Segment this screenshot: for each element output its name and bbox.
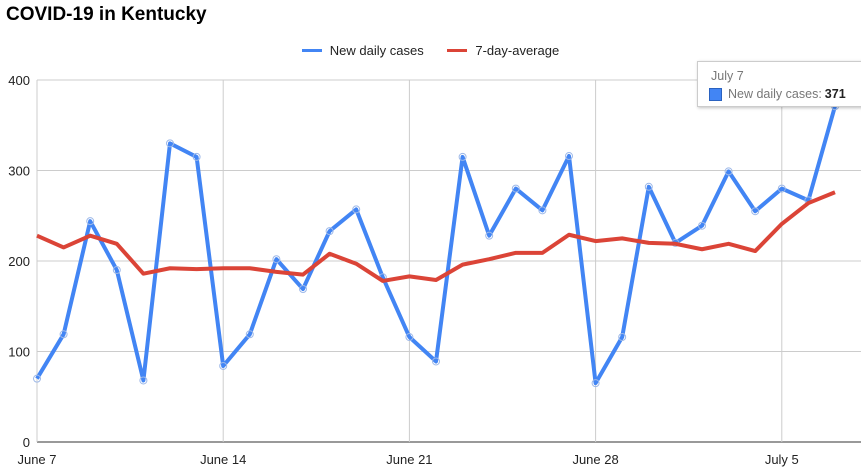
data-point: [245, 330, 254, 339]
data-point: [724, 167, 733, 176]
data-point: [777, 184, 786, 193]
data-point: [698, 221, 706, 230]
data-point: [299, 285, 307, 294]
x-tick-label: June 14: [200, 452, 246, 467]
data-point: [644, 182, 653, 191]
data-point: [405, 333, 414, 342]
y-tick-label: 300: [8, 164, 30, 179]
y-tick-label: 400: [8, 73, 30, 88]
tooltip-value: 371: [824, 87, 846, 101]
legend-label: 7-day-average: [475, 43, 560, 58]
data-point: [219, 361, 228, 370]
new-cases-line: [35, 105, 837, 386]
data-point: [458, 152, 467, 161]
data-point: [432, 357, 440, 366]
y-tick-label: 100: [8, 345, 30, 360]
x-tick-label: July 5: [765, 452, 799, 467]
tooltip-swatch: [709, 87, 722, 101]
data-point: [485, 231, 494, 240]
data-point: [565, 152, 573, 161]
legend-swatch: [447, 49, 468, 52]
tooltip-date: July 7: [711, 69, 744, 83]
data-point: [166, 139, 174, 148]
legend-item-average[interactable]: 7-day-average: [447, 43, 559, 58]
data-point: [59, 330, 68, 339]
legend-label: New daily cases: [329, 43, 424, 58]
legend-swatch: [301, 49, 322, 52]
data-point: [112, 266, 121, 275]
tooltip-label: New daily cases:: [728, 87, 822, 101]
legend: New daily cases 7-day-average: [0, 40, 861, 58]
data-point: [618, 333, 627, 342]
average-line: [36, 190, 836, 283]
data-point: [139, 376, 148, 385]
data-point: [325, 227, 334, 236]
chart-title: COVID-19 in Kentucky: [6, 4, 207, 25]
x-tick-label: June 7: [17, 452, 56, 467]
y-tick-label: 0: [23, 435, 30, 450]
legend-item-new-cases[interactable]: New daily cases: [301, 43, 424, 58]
tooltip: July 7 New daily cases: 371: [697, 61, 861, 107]
x-tick-label: June 21: [386, 452, 432, 467]
x-tick-label: June 28: [572, 452, 618, 467]
data-point: [86, 217, 95, 226]
data-point: [192, 152, 201, 161]
data-point: [33, 374, 41, 383]
data-point: [272, 255, 281, 264]
data-point: [591, 379, 600, 388]
data-point: [511, 184, 520, 193]
y-tick-label: 200: [8, 254, 30, 269]
data-point: [538, 206, 547, 215]
data-point: [751, 207, 760, 216]
data-point: [352, 205, 361, 214]
